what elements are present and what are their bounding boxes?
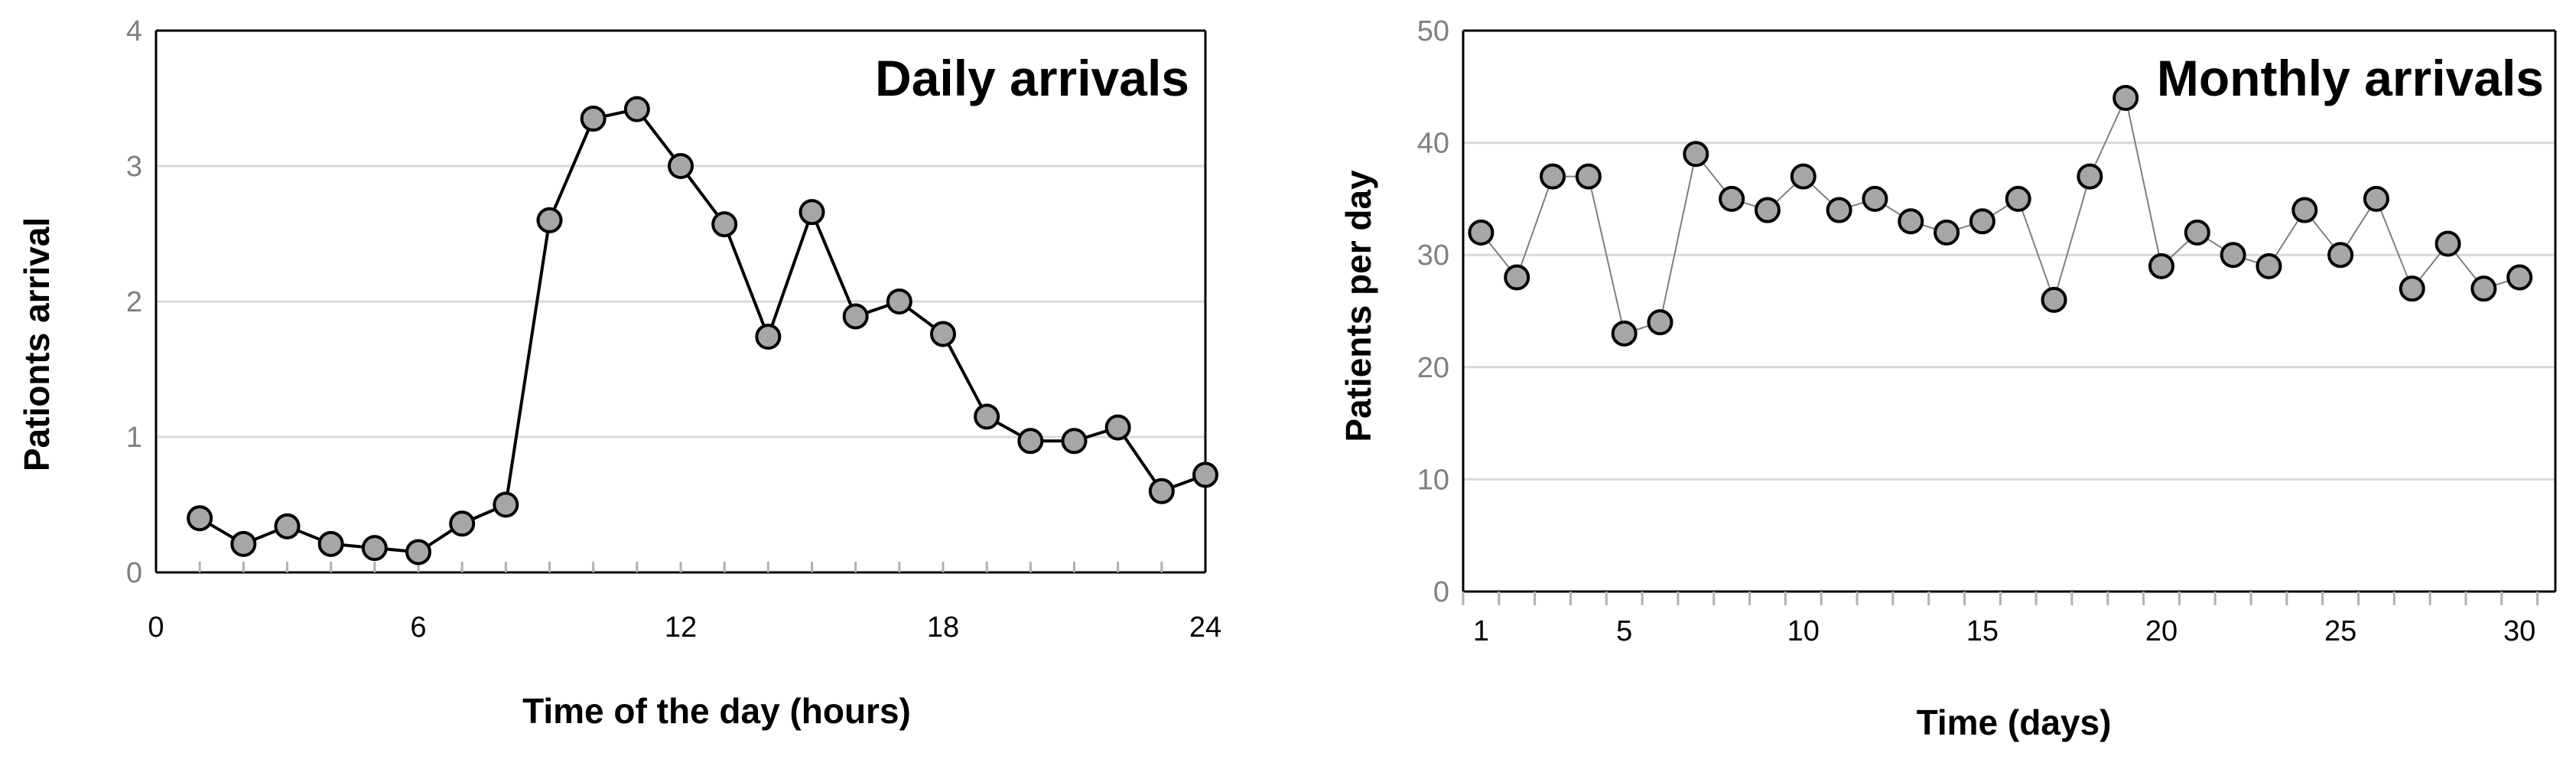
monthly-data-point [2005,185,2031,212]
monthly-x-tick-label: 30 [2503,615,2535,647]
monthly-data-point [1934,219,1960,246]
daily-data-point [493,491,519,518]
monthly-data-point [1790,163,1817,190]
monthly-data-point [2435,230,2461,257]
monthly-data-point [1683,141,1709,168]
daily-x-tick-label: 12 [665,611,697,644]
monthly-x-tick-label: 25 [2324,615,2356,647]
monthly-data-point [1647,309,1673,336]
monthly-x-tick-label: 10 [1787,615,1820,647]
daily-arrivals-chart: Daily arrivals Time of the day (hours) P… [17,15,1221,731]
daily-data-point [886,288,912,315]
monthly-data-point [2148,253,2174,279]
daily-data-point [1104,414,1131,441]
monthly-y-tick-label: 20 [1417,352,1449,384]
daily-y-tick-label: 0 [126,557,142,589]
daily-chart-title: Daily arrivals [875,50,1189,106]
monthly-data-point [2470,275,2497,302]
daily-data-point [798,199,825,226]
daily-series-line [199,107,1206,554]
daily-y-axis-title: Pationts arrival [17,217,57,471]
monthly-data-point [2399,275,2425,302]
daily-data-point [842,303,869,330]
daily-data-point [755,324,782,350]
monthly-y-tick-label: 10 [1417,464,1449,496]
monthly-data-point [1719,185,1745,212]
daily-x-axis-title: Time of the day (hours) [522,691,911,731]
monthly-x-tick-label: 1 [1473,615,1489,647]
monthly-data-point [2291,197,2318,223]
monthly-data-point [2113,84,2139,111]
daily-data-point [230,530,257,557]
daily-y-tick-label: 1 [126,422,142,454]
monthly-data-point [2220,242,2246,269]
daily-data-point [623,96,650,122]
monthly-data-point [2077,163,2103,190]
monthly-y-tick-label: 50 [1417,15,1449,47]
daily-data-point [187,505,213,532]
monthly-data-point [1575,163,1602,190]
monthly-data-point [2184,219,2210,246]
monthly-series-line [1480,95,2520,335]
daily-y-tick-label: 2 [126,286,142,318]
monthly-data-point [2041,286,2067,313]
daily-data-point [1061,428,1088,455]
monthly-data-point [1468,219,1495,246]
daily-data-point [1192,461,1218,488]
monthly-x-tick-label: 20 [2145,615,2178,647]
daily-y-tick-label: 4 [126,15,142,47]
daily-data-point [1017,428,1044,455]
monthly-data-point [1969,208,1995,235]
daily-data-point [536,207,563,233]
monthly-chart-title: Monthly arrivals [2157,50,2544,106]
monthly-y-tick-label: 0 [1433,576,1449,608]
monthly-x-axis-title: Time (days) [1917,702,2112,742]
daily-data-point [930,321,956,347]
monthly-data-point [1611,320,1638,347]
monthly-x-tick-label: 15 [1966,615,1999,647]
daily-data-point [711,211,738,238]
daily-data-point [974,403,1000,430]
monthly-data-point [1898,208,1924,235]
daily-data-point [317,530,344,557]
daily-data-point [1148,478,1175,504]
daily-data-point [274,513,301,539]
daily-x-tick-label: 18 [927,611,959,644]
monthly-data-point [1754,197,1781,223]
monthly-y-tick-label: 40 [1417,128,1449,160]
monthly-data-point [1540,163,1566,190]
monthly-data-point [1826,197,1852,223]
monthly-data-point [1862,185,1888,212]
daily-data-point [449,510,476,537]
daily-data-point [668,153,694,179]
monthly-data-point [2256,253,2282,279]
monthly-arrivals-chart: Monthly arrivals Time (days) Patients pe… [1338,15,2557,742]
monthly-data-point [2506,264,2533,291]
monthly-y-tick-label: 30 [1417,240,1449,272]
daily-data-point [361,535,388,562]
monthly-data-point [1504,264,1530,291]
monthly-data-point [2363,185,2389,212]
daily-data-point [580,106,607,132]
daily-x-tick-label: 24 [1189,611,1221,644]
monthly-data-point [2327,242,2354,269]
monthly-y-axis-title: Patients per day [1338,170,1378,442]
monthly-x-tick-label: 5 [1616,615,1632,647]
daily-y-tick-label: 3 [126,151,142,183]
daily-data-point [405,539,431,566]
daily-x-tick-label: 6 [410,611,426,644]
daily-x-tick-label: 0 [148,611,164,644]
